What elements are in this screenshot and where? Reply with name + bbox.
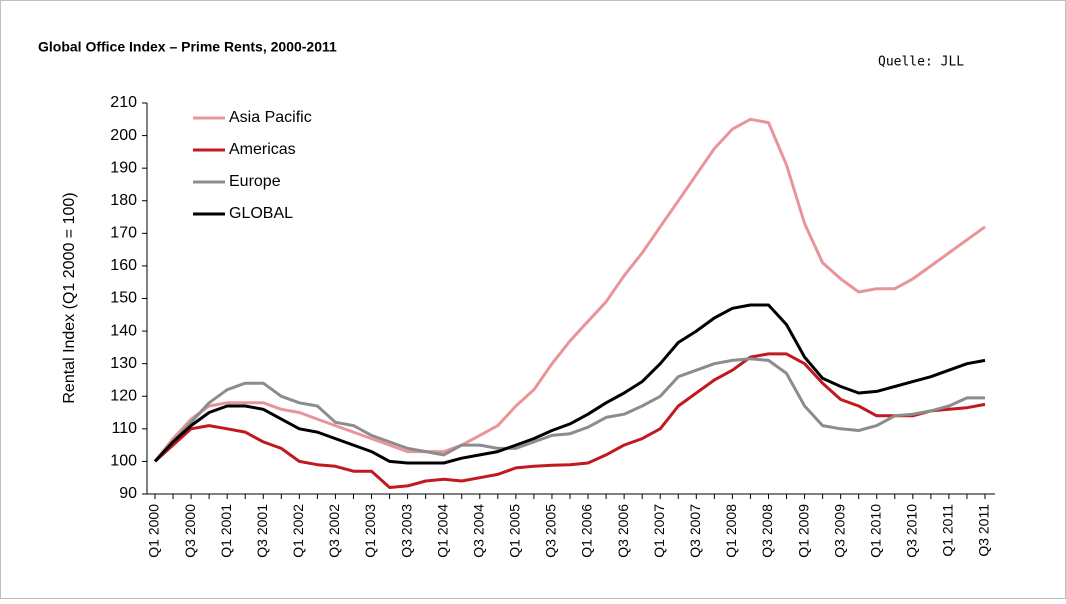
x-tick-label: Q3 2004 xyxy=(470,504,486,558)
y-tick-label: 210 xyxy=(110,94,137,111)
x-tick-label: Q3 2005 xyxy=(543,504,559,558)
y-tick-label: 90 xyxy=(119,485,137,502)
x-tick-label: Q1 2006 xyxy=(579,504,595,558)
legend-label: Asia Pacific xyxy=(229,109,312,126)
x-tick-label: Q1 2010 xyxy=(867,504,883,558)
x-tick-label: Q3 2000 xyxy=(182,504,198,558)
series-line xyxy=(153,117,986,463)
x-tick-label: Q1 2002 xyxy=(290,504,306,558)
x-tick-label: Q3 2010 xyxy=(904,504,920,558)
x-tick-label: Q1 2003 xyxy=(362,504,378,558)
y-tick-label: 120 xyxy=(110,387,137,404)
series-line xyxy=(153,303,986,465)
x-tick-label: Q3 2006 xyxy=(615,504,631,558)
x-tick-label: Q3 2003 xyxy=(398,504,414,558)
x-tick-label: Q1 2009 xyxy=(795,504,811,558)
y-tick-label: 110 xyxy=(111,420,137,437)
y-tick-label: 150 xyxy=(110,290,137,307)
source: Quelle: JLL xyxy=(878,55,964,70)
legend-label: Americas xyxy=(229,141,296,158)
x-tick-label: Q3 2002 xyxy=(326,504,342,558)
x-tick-label: Q1 2001 xyxy=(218,504,234,558)
y-tick-label: 170 xyxy=(110,225,137,242)
x-tick-label: Q3 2011 xyxy=(976,504,992,557)
x-tick-label: Q1 2007 xyxy=(651,504,667,558)
x-tick-label: Q3 2009 xyxy=(831,504,847,558)
legend-label: Europe xyxy=(229,173,281,190)
series-line xyxy=(153,357,985,463)
x-tick-label: Q1 2008 xyxy=(723,504,739,558)
legend-label: GLOBAL xyxy=(229,205,293,222)
y-tick-label: 160 xyxy=(110,257,137,274)
y-tick-label: 190 xyxy=(110,159,137,176)
x-tick-label: Q1 2005 xyxy=(507,504,523,558)
series-line xyxy=(153,352,986,489)
x-tick-label: Q1 2000 xyxy=(146,504,162,558)
y-tick-label: 100 xyxy=(110,453,137,470)
x-tick-label: Q1 2004 xyxy=(434,504,450,558)
y-axis-label: Rental Index (Q1 2000 = 100) xyxy=(61,192,78,403)
x-tick-label: Q1 2011 xyxy=(940,504,956,557)
x-tick-label: Q3 2001 xyxy=(254,504,270,558)
y-tick-label: 200 xyxy=(110,127,137,144)
x-tick-label: Q3 2008 xyxy=(759,504,775,558)
y-tick-label: 140 xyxy=(110,322,137,339)
x-tick-label: Q3 2007 xyxy=(687,504,703,558)
chart-title: Global Office Index – Prime Rents, 2000-… xyxy=(38,39,337,55)
y-tick-label: 180 xyxy=(110,192,137,209)
y-tick-label: 130 xyxy=(110,355,137,372)
